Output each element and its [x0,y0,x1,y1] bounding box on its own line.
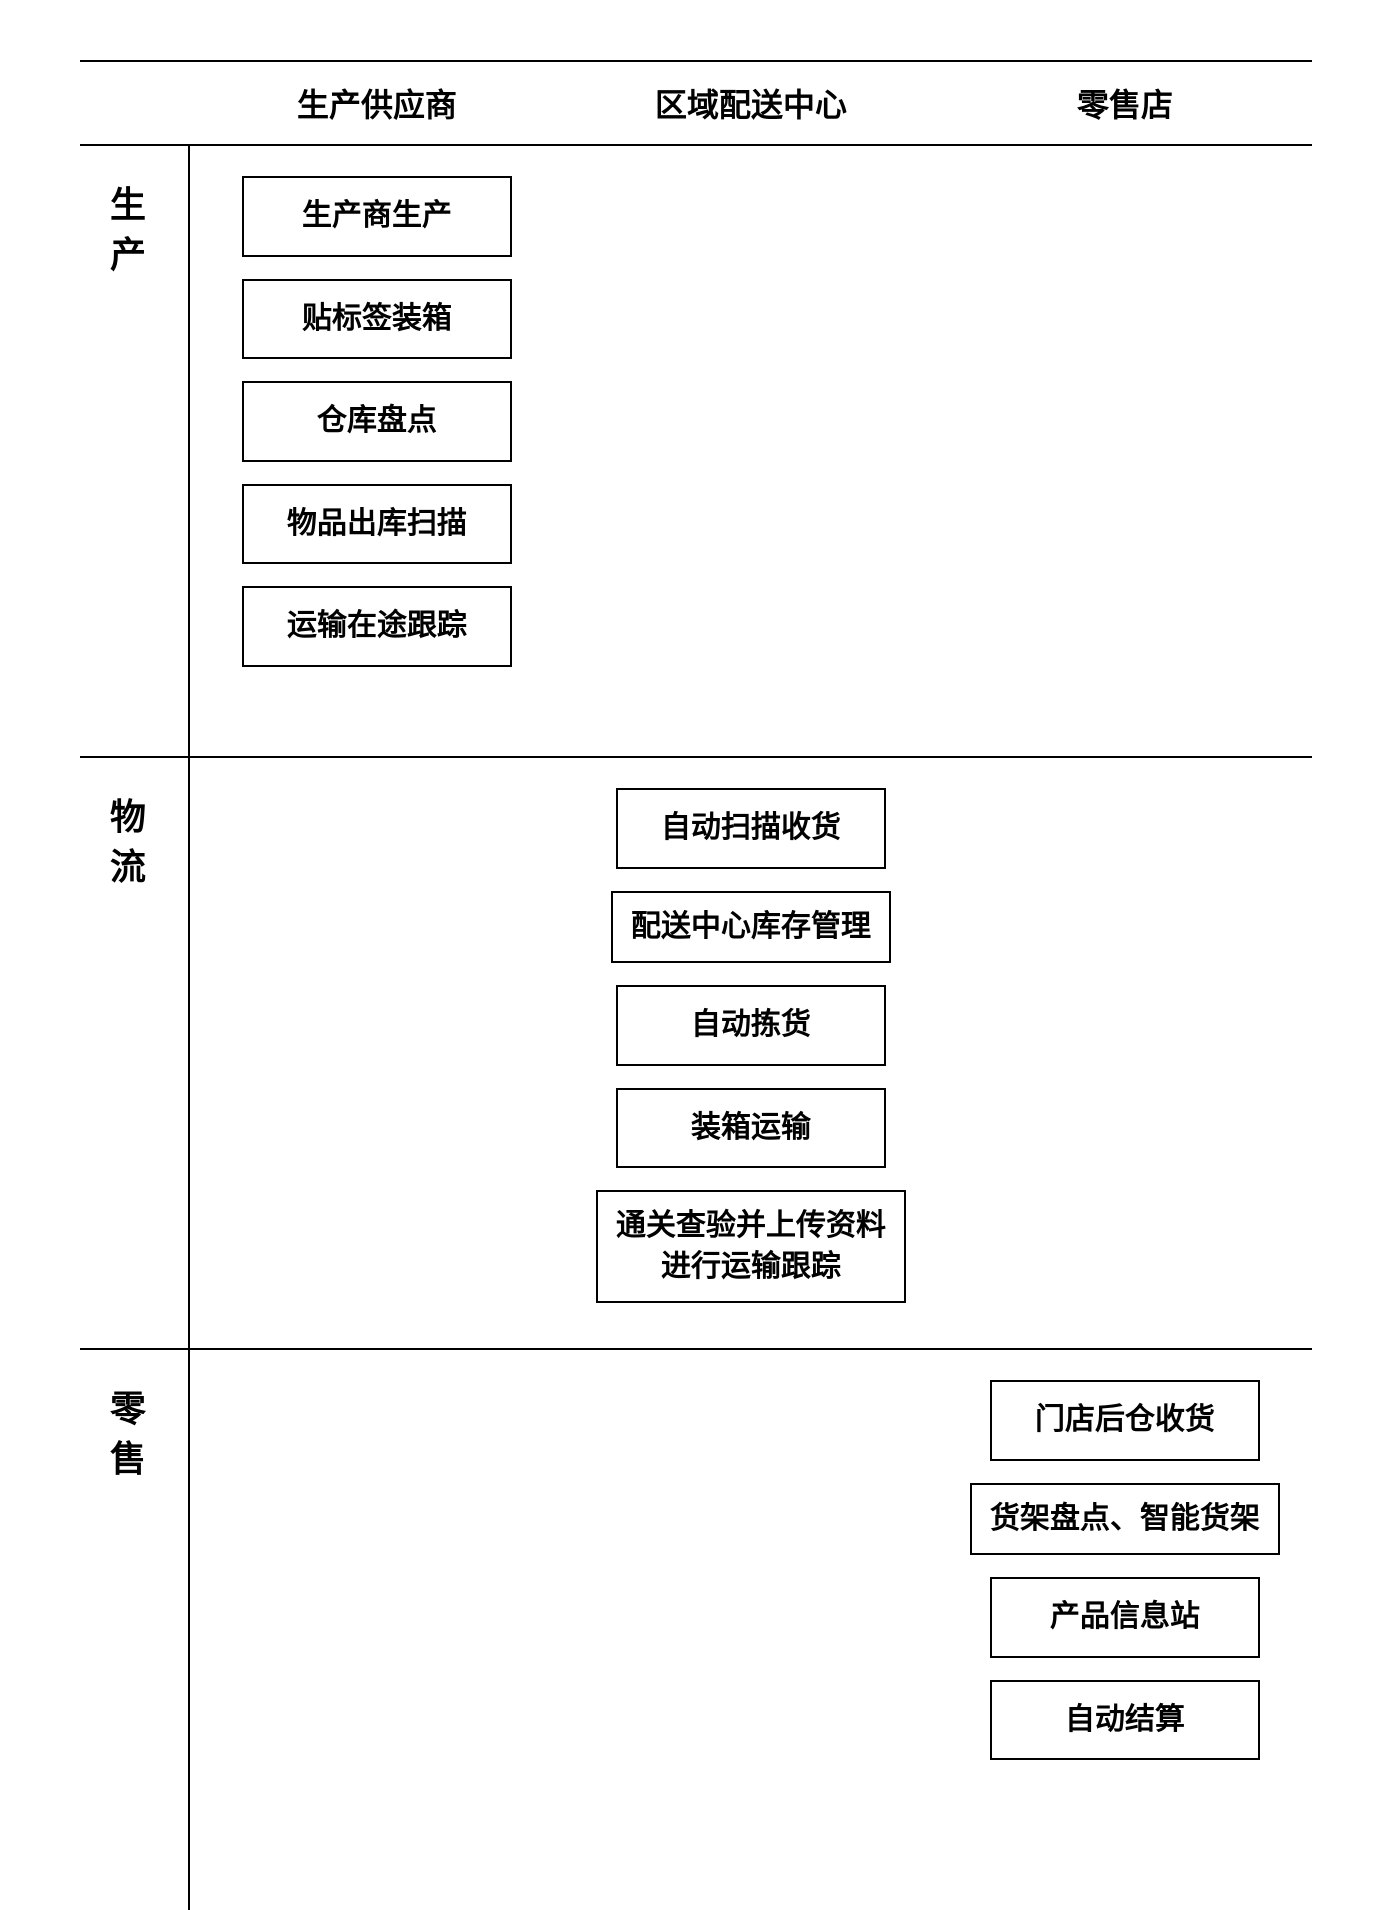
process-box: 通关查验并上传资料进行运输跟踪 [596,1190,906,1303]
cell-production-distribution [564,146,938,756]
row-label-production: 生产 [80,146,190,756]
row-logistics: 物流 自动扫描收货 配送中心库存管理 自动拣货 装箱运输 通关查验并上传资料进行… [80,756,1312,1348]
cell-logistics-distribution: 自动扫描收货 配送中心库存管理 自动拣货 装箱运输 通关查验并上传资料进行运输跟… [564,758,938,1348]
row-label-char: 零售 [110,1384,168,1485]
column-headers-row: 生产供应商 区域配送中心 零售店 [80,62,1312,144]
cell-logistics-supplier [190,758,564,1348]
supply-chain-diagram: 生产供应商 区域配送中心 零售店 生产 生产商生产 贴标签装箱 仓库盘点 物品出… [80,60,1312,1910]
row-content-production: 生产商生产 贴标签装箱 仓库盘点 物品出库扫描 运输在途跟踪 [190,146,1312,756]
row-label-char: 物流 [110,792,168,893]
row-content-retail: 门店后仓收货 货架盘点、智能货架 产品信息站 自动结算 [190,1350,1312,1910]
row-label-logistics: 物流 [80,758,190,1348]
process-box: 配送中心库存管理 [611,891,891,964]
column-headers: 生产供应商 区域配送中心 零售店 [190,80,1312,126]
grid-body: 生产 生产商生产 贴标签装箱 仓库盘点 物品出库扫描 运输在途跟踪 物流 [80,144,1312,1910]
process-box: 仓库盘点 [242,381,512,462]
process-box: 自动扫描收货 [616,788,886,869]
process-box: 贴标签装箱 [242,279,512,360]
row-label-retail: 零售 [80,1350,190,1910]
row-retail: 零售 门店后仓收货 货架盘点、智能货架 产品信息站 自动结算 [80,1348,1312,1910]
process-box: 物品出库扫描 [242,484,512,565]
cell-retail-supplier [190,1350,564,1910]
row-label-char: 生产 [110,180,168,281]
cell-logistics-retail [938,758,1312,1348]
cell-production-supplier: 生产商生产 贴标签装箱 仓库盘点 物品出库扫描 运输在途跟踪 [190,146,564,756]
process-box: 装箱运输 [616,1088,886,1169]
process-box: 自动拣货 [616,985,886,1066]
process-box: 生产商生产 [242,176,512,257]
cell-retail-retail: 门店后仓收货 货架盘点、智能货架 产品信息站 自动结算 [938,1350,1312,1910]
cell-production-retail [938,146,1312,756]
process-box: 货架盘点、智能货架 [970,1483,1280,1556]
cell-retail-distribution [564,1350,938,1910]
col-header-retail: 零售店 [938,80,1312,126]
col-header-distribution: 区域配送中心 [564,80,938,126]
row-content-logistics: 自动扫描收货 配送中心库存管理 自动拣货 装箱运输 通关查验并上传资料进行运输跟… [190,758,1312,1348]
process-box: 自动结算 [990,1680,1260,1761]
col-header-supplier: 生产供应商 [190,80,564,126]
process-box: 运输在途跟踪 [242,586,512,667]
process-box: 门店后仓收货 [990,1380,1260,1461]
process-box: 产品信息站 [990,1577,1260,1658]
row-production: 生产 生产商生产 贴标签装箱 仓库盘点 物品出库扫描 运输在途跟踪 [80,144,1312,756]
